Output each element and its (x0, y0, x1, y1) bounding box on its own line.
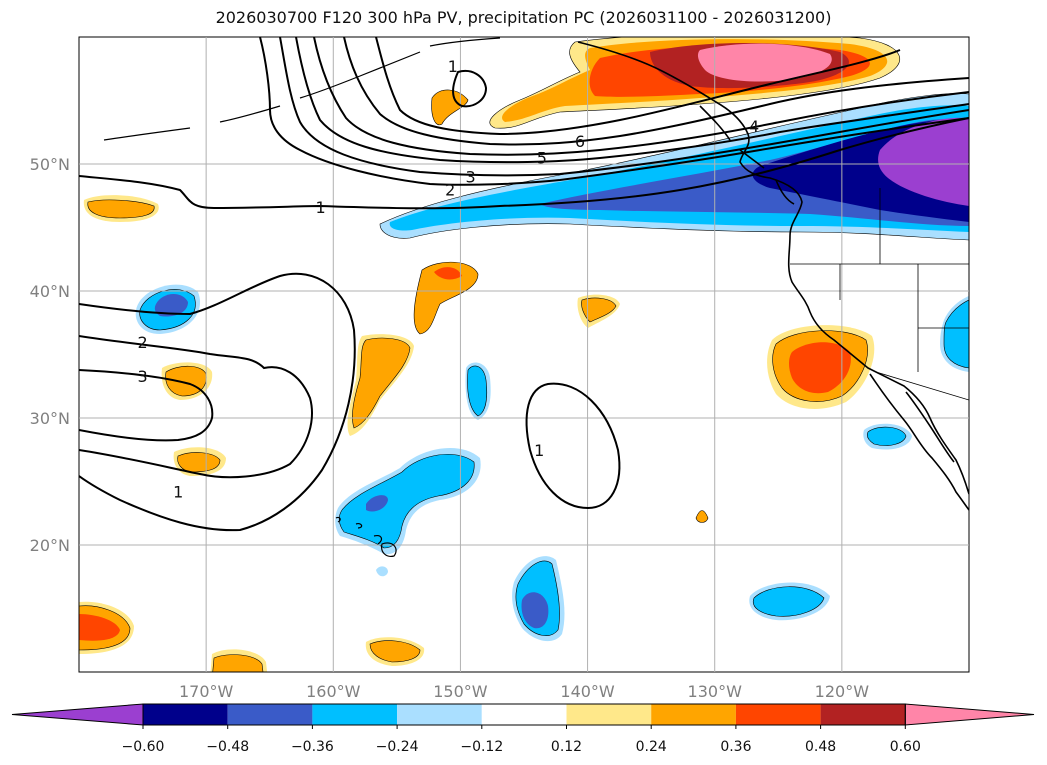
pv-contour-6-north (343, 37, 969, 146)
colorbar-bin (143, 704, 228, 725)
shade-neg-east-edge-024 (943, 299, 969, 369)
colorbar-tick-label: 0.24 (636, 739, 667, 755)
pv-contour-label: 1 (534, 441, 544, 460)
colorbar-bin (227, 704, 313, 725)
colorbar-extend-max (904, 703, 1035, 726)
shade-pos-155w-40n (413, 261, 479, 335)
colorbar-extend-min (11, 703, 144, 726)
pv-contour-3-north (279, 37, 969, 177)
pv-contour-5-north (313, 37, 969, 156)
colorbar-bin (735, 704, 821, 725)
lat-tick-label: 40°N (30, 282, 70, 301)
lat-tick-label: 50°N (30, 155, 70, 174)
shade-neg-hawaii-024 (338, 453, 475, 549)
map-frame (78, 36, 970, 673)
coastline-aleutians (103, 37, 501, 141)
lat-tick-label: 20°N (30, 536, 70, 555)
lon-tick-label: 140°W (560, 682, 615, 701)
chart-title: 2026030700 F120 300 hPa PV, precipitatio… (215, 8, 832, 27)
pv-contour-label: 2 (137, 333, 147, 352)
colorbar-bin (312, 704, 398, 725)
shade-pos-163w-10n-024 (212, 654, 264, 672)
pv-contour-label: 2 (445, 180, 455, 199)
colorbar-bin (397, 704, 482, 725)
pv-contour-7-north (375, 37, 901, 136)
colorbar-tick-label: −0.36 (291, 739, 334, 755)
colorbar-bin (820, 704, 906, 725)
colorbar-tick-label: −0.60 (122, 739, 165, 755)
shade-pos-152w-12n-024 (369, 640, 421, 663)
colorbar-tick-label: 0.60 (890, 739, 921, 755)
colorbar-bin (481, 704, 567, 725)
shade-neg-hawaii-036 (366, 495, 388, 512)
pv-contour-label: 3 (466, 168, 476, 187)
lon-tick-label: 120°W (815, 682, 870, 701)
shade-pos-141w-38n-024 (581, 297, 617, 323)
pv-contour-4-north (295, 37, 969, 164)
pv-contour-label: 6 (575, 132, 585, 151)
shade-pos-169w-27n-024 (177, 452, 221, 473)
pv-contour-label: 1 (448, 57, 458, 76)
shade-neg-149w-33n-024 (467, 365, 488, 417)
coastline-gulf-california (905, 391, 955, 463)
pv-contour-label: 4 (749, 117, 759, 136)
shade-neg-baja-024 (866, 426, 907, 446)
shade-pos-155w-40n-036 (434, 267, 462, 280)
colorbar-tick-label: 0.12 (551, 739, 582, 755)
coastline-canada-islands (699, 105, 795, 205)
precip-shading (79, 37, 969, 672)
shade-pos-socal-036 (789, 342, 851, 394)
colorbar-bin (651, 704, 736, 725)
shade-pos-west-47n-inner (87, 199, 155, 219)
colorbar-tick-label: 0.36 (720, 739, 751, 755)
colorbar-bin (566, 704, 652, 725)
lon-tick-label: 170°W (179, 682, 234, 701)
shade-pos-157w-33n-024 (352, 337, 411, 429)
shade-neg-170w-40n-036 (154, 293, 188, 317)
colorbar-tick-label: −0.24 (376, 739, 419, 755)
coastline-baja (869, 373, 969, 511)
colorbar-tick-label: 0.48 (805, 739, 836, 755)
coastline-hawaii (335, 516, 397, 557)
pv-contour-1-loop-140w (525, 382, 621, 510)
shade-pos-130w-22n (695, 510, 709, 523)
lon-tick-label: 130°W (688, 682, 743, 701)
pv-contour-2-north (259, 37, 969, 186)
pv-contour-label: 1 (173, 483, 183, 502)
lon-tick-label: 150°W (433, 682, 488, 701)
coastline-alaska (577, 41, 969, 495)
colorbar-frame (142, 703, 906, 726)
pv-contour-2-west (79, 335, 313, 479)
pv-contour-1-north (79, 117, 969, 210)
pv-contour-3-west (79, 369, 214, 442)
shade-neg-band-060 (878, 117, 969, 206)
pv-contour-label: 1 (315, 198, 325, 217)
lat-tick-label: 30°N (30, 409, 70, 428)
shade-neg-125w-16n-024 (752, 586, 825, 617)
pv-contour-1-loop-north (452, 70, 488, 108)
shade-neg-144w-15n-036 (521, 592, 549, 629)
colorbar-tick-label: −0.12 (460, 739, 503, 755)
coastline-state-borders (790, 188, 969, 401)
shade-pos-small-alaska (431, 89, 469, 126)
lon-tick-label: 160°W (306, 682, 361, 701)
pv-contour-1-west-high (79, 272, 356, 532)
pv-contour-label: 3 (137, 367, 147, 386)
shade-pos-north-060 (697, 43, 832, 82)
pv-contour-label: 5 (537, 149, 547, 168)
colorbar-tick-label: −0.48 (206, 739, 249, 755)
shade-neg-hawaii-dot (376, 566, 388, 577)
shade-pos-sw-corner-036 (79, 614, 120, 641)
